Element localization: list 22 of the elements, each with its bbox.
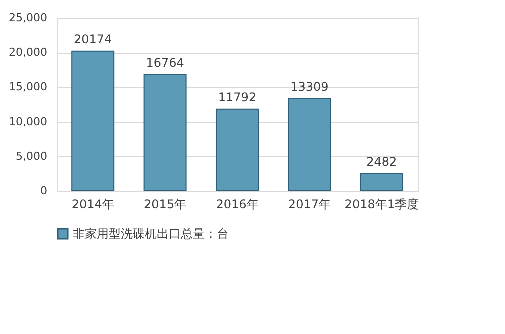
y-tick-label: 15,000	[9, 80, 48, 94]
data-label: 11792	[218, 90, 257, 104]
bar	[288, 98, 332, 192]
bar	[360, 173, 404, 192]
data-label: 13309	[290, 80, 329, 94]
y-tick-label: 10,000	[9, 115, 48, 128]
x-tick-label: 2015年	[144, 198, 187, 212]
data-label: 16764	[146, 56, 184, 70]
data-label: 2482	[366, 154, 398, 169]
data-label: 20174	[74, 32, 112, 46]
y-tick-label: 5,000	[16, 150, 48, 163]
y-tick-label: 20,000	[9, 46, 48, 60]
bar	[144, 74, 187, 192]
legend-label: 非家用型洗碟机出口总量：台	[73, 227, 229, 241]
x-tick-label: 2014年	[72, 198, 114, 212]
bar	[72, 50, 115, 192]
x-tick-label: 2017年	[288, 198, 331, 212]
x-tick-label: 2018年1季度	[344, 198, 419, 212]
x-tick-label: 2016年	[216, 198, 259, 212]
y-tick-label: 25,000	[9, 12, 48, 24]
bar	[216, 108, 259, 192]
y-tick-label: 0	[40, 184, 48, 198]
